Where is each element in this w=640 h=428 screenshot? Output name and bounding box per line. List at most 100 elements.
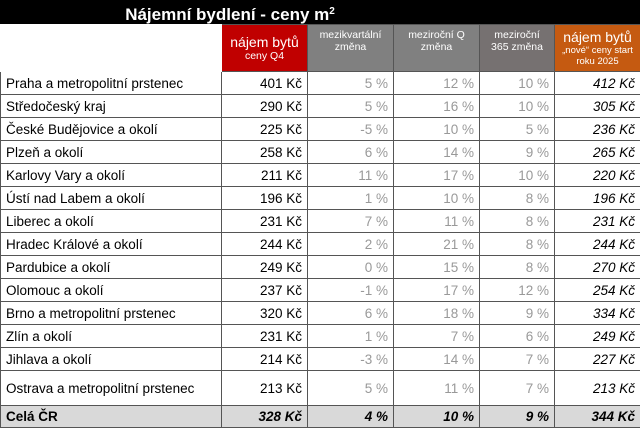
table-row: Olomouc a okolí 237 Kč -1 % 17 % 12 % 25… [1,279,640,302]
price-cell: 225 Kč [222,118,308,141]
region-cell: České Budějovice a okolí [1,118,222,141]
yoy-q-cell: 14 % [394,141,480,164]
new-price-cell: 244 Kč [555,233,640,256]
yoy-q-cell: 10 % [394,118,480,141]
price-cell: 249 Kč [222,256,308,279]
qoq-cell: 5 % [308,95,394,118]
rent-table: nájem bytů ceny Q4 mezikvartální změna m… [0,24,640,428]
new-price-cell: 220 Kč [555,164,640,187]
total-region-cell: Celá ČR [1,406,222,428]
new-price-cell: 213 Kč [555,371,640,406]
total-new-price-cell: 344 Kč [555,406,640,428]
header-region [1,25,222,72]
yoy-365-cell: 10 % [480,95,555,118]
header-yoy-365: meziroční 365 změna [480,25,555,72]
new-price-cell: 334 Kč [555,302,640,325]
price-cell: 211 Kč [222,164,308,187]
table-row: Ostrava a metropolitní prstenec 213 Kč 5… [1,371,640,406]
yoy-q-cell: 11 % [394,371,480,406]
yoy-365-cell: 10 % [480,164,555,187]
total-price-cell: 328 Kč [222,406,308,428]
yoy-365-cell: 8 % [480,256,555,279]
region-cell: Jihlava a okolí [1,348,222,371]
yoy-365-cell: 9 % [480,141,555,164]
header-new-rent: nájem bytů „nové“ ceny start roku 2025 [555,25,640,72]
region-cell: Pardubice a okolí [1,256,222,279]
region-cell: Liberec a okolí [1,210,222,233]
yoy-365-cell: 9 % [480,302,555,325]
total-qoq-cell: 4 % [308,406,394,428]
qoq-cell: 6 % [308,302,394,325]
region-cell: Středočeský kraj [1,95,222,118]
table-row: Zlín a okolí 231 Kč 1 % 7 % 6 % 249 Kč [1,325,640,348]
yoy-q-cell: 17 % [394,164,480,187]
header-rent-title: nájem bytů [227,34,302,50]
header-new-rent-title: nájem bytů [560,29,635,45]
page-title: Nájemní bydlení - ceny m2 [0,0,460,24]
price-cell: 401 Kč [222,72,308,95]
region-cell: Hradec Králové a okolí [1,233,222,256]
price-cell: 231 Kč [222,210,308,233]
yoy-365-cell: 7 % [480,371,555,406]
table-row: Jihlava a okolí 214 Kč -3 % 14 % 7 % 227… [1,348,640,371]
table-row: Středočeský kraj 290 Kč 5 % 16 % 10 % 30… [1,95,640,118]
yoy-q-cell: 15 % [394,256,480,279]
price-cell: 290 Kč [222,95,308,118]
price-cell: 231 Kč [222,325,308,348]
title-bar: Nájemní bydlení - ceny m2 [0,0,640,24]
new-price-cell: 412 Kč [555,72,640,95]
price-cell: 258 Kč [222,141,308,164]
yoy-365-cell: 7 % [480,348,555,371]
yoy-q-cell: 12 % [394,72,480,95]
yoy-q-cell: 14 % [394,348,480,371]
yoy-365-cell: 8 % [480,187,555,210]
qoq-cell: -5 % [308,118,394,141]
qoq-cell: 5 % [308,72,394,95]
price-cell: 214 Kč [222,348,308,371]
yoy-365-cell: 5 % [480,118,555,141]
total-yoy-365-cell: 9 % [480,406,555,428]
new-price-cell: 305 Kč [555,95,640,118]
header-qoq-label: mezikvartální změna [313,29,388,53]
qoq-cell: 11 % [308,164,394,187]
yoy-365-cell: 8 % [480,210,555,233]
region-cell: Karlovy Vary a okolí [1,164,222,187]
yoy-365-cell: 10 % [480,72,555,95]
qoq-cell: -3 % [308,348,394,371]
yoy-q-cell: 17 % [394,279,480,302]
qoq-cell: 1 % [308,187,394,210]
table-row: Plzeň a okolí 258 Kč 6 % 14 % 9 % 265 Kč [1,141,640,164]
table-row: Hradec Králové a okolí 244 Kč 2 % 21 % 8… [1,233,640,256]
region-cell: Ústí nad Labem a okolí [1,187,222,210]
yoy-q-cell: 21 % [394,233,480,256]
region-cell: Plzeň a okolí [1,141,222,164]
table-row: Ústí nad Labem a okolí 196 Kč 1 % 10 % 8… [1,187,640,210]
table-row: Praha a metropolitní prstenec 401 Kč 5 %… [1,72,640,95]
region-cell: Praha a metropolitní prstenec [1,72,222,95]
new-price-cell: 249 Kč [555,325,640,348]
table-row: České Budějovice a okolí 225 Kč -5 % 10 … [1,118,640,141]
table-row: Liberec a okolí 231 Kč 7 % 11 % 8 % 231 … [1,210,640,233]
header-yoy-q: meziroční Q změna [394,25,480,72]
yoy-q-cell: 11 % [394,210,480,233]
total-row: Celá ČR 328 Kč 4 % 10 % 9 % 344 Kč [1,406,640,428]
yoy-365-cell: 12 % [480,279,555,302]
region-cell: Ostrava a metropolitní prstenec [1,371,222,406]
qoq-cell: 7 % [308,210,394,233]
header-rent: nájem bytů ceny Q4 [222,25,308,72]
new-price-cell: 265 Kč [555,141,640,164]
header-yoy-q-label: meziroční Q změna [399,29,474,53]
region-cell: Zlín a okolí [1,325,222,348]
total-yoy-q-cell: 10 % [394,406,480,428]
yoy-q-cell: 16 % [394,95,480,118]
header-row: nájem bytů ceny Q4 mezikvartální změna m… [1,25,640,72]
price-cell: 320 Kč [222,302,308,325]
region-cell: Brno a metropolitní prstenec [1,302,222,325]
region-cell: Olomouc a okolí [1,279,222,302]
title-text: Nájemní bydlení - ceny m [125,5,329,24]
table-row: Karlovy Vary a okolí 211 Kč 11 % 17 % 10… [1,164,640,187]
price-cell: 196 Kč [222,187,308,210]
title-superscript: 2 [329,6,335,17]
table-row: Pardubice a okolí 249 Kč 0 % 15 % 8 % 27… [1,256,640,279]
qoq-cell: 5 % [308,371,394,406]
